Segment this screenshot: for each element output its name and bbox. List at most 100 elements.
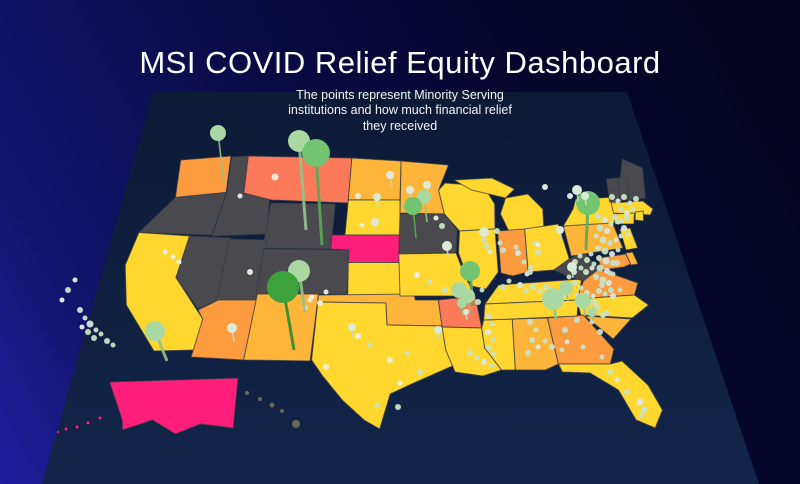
- msi-dot[interactable]: [604, 228, 610, 234]
- msi-dot[interactable]: [79, 324, 85, 330]
- msi-dot[interactable]: [595, 213, 601, 219]
- state-NM[interactable]: [243, 293, 319, 362]
- state-RI[interactable]: [634, 210, 645, 222]
- msi-dot[interactable]: [317, 300, 323, 306]
- msi-pin[interactable]: [442, 241, 452, 251]
- msi-dot[interactable]: [621, 194, 627, 200]
- msi-pin[interactable]: [373, 193, 381, 201]
- msi-dot[interactable]: [633, 196, 639, 202]
- msi-dot[interactable]: [599, 354, 605, 360]
- msi-dot[interactable]: [618, 233, 624, 239]
- msi-dot[interactable]: [574, 317, 580, 323]
- msi-dot[interactable]: [527, 269, 533, 275]
- msi-dot[interactable]: [521, 259, 527, 265]
- msi-dot[interactable]: [515, 250, 521, 256]
- msi-pin[interactable]: [463, 309, 469, 315]
- msi-dot[interactable]: [484, 243, 490, 249]
- msi-dot[interactable]: [621, 225, 627, 231]
- msi-dot[interactable]: [523, 288, 529, 294]
- msi-dot[interactable]: [636, 398, 644, 406]
- msi-dot[interactable]: [599, 236, 607, 244]
- msi-dot[interactable]: [564, 339, 570, 345]
- msi-dot[interactable]: [602, 291, 608, 297]
- msi-pin[interactable]: [567, 262, 577, 272]
- msi-dot[interactable]: [530, 284, 536, 290]
- msi-dot[interactable]: [596, 288, 602, 294]
- msi-dot[interactable]: [513, 244, 519, 250]
- state-IN[interactable]: [497, 228, 529, 277]
- msi-pin[interactable]: [348, 323, 356, 331]
- msi-dot[interactable]: [638, 413, 644, 419]
- msi-dot[interactable]: [485, 329, 491, 335]
- msi-pin[interactable]: [404, 197, 422, 215]
- msi-dot[interactable]: [589, 265, 595, 271]
- msi-dot[interactable]: [367, 342, 373, 348]
- msi-pin[interactable]: [423, 181, 431, 189]
- msi-pin[interactable]: [581, 192, 589, 200]
- msi-dot[interactable]: [474, 355, 480, 361]
- msi-dot[interactable]: [475, 299, 481, 305]
- msi-dot[interactable]: [500, 284, 506, 290]
- state-HI-island[interactable]: [258, 397, 262, 401]
- msi-pin[interactable]: [227, 323, 237, 333]
- msi-dot[interactable]: [608, 221, 614, 227]
- msi-dot[interactable]: [494, 228, 500, 234]
- msi-dot[interactable]: [59, 297, 65, 303]
- msi-dot[interactable]: [506, 278, 512, 284]
- msi-dot[interactable]: [617, 287, 623, 293]
- msi-dot[interactable]: [374, 402, 380, 408]
- msi-dot[interactable]: [618, 218, 624, 224]
- msi-dot[interactable]: [414, 272, 420, 278]
- state-DE[interactable]: [625, 251, 639, 266]
- msi-dot[interactable]: [609, 194, 615, 200]
- msi-pin[interactable]: [572, 185, 582, 195]
- msi-dot[interactable]: [489, 363, 495, 369]
- msi-dot[interactable]: [600, 312, 606, 318]
- msi-dot[interactable]: [535, 242, 541, 248]
- msi-dot[interactable]: [596, 224, 604, 232]
- msi-dot[interactable]: [624, 210, 630, 216]
- msi-dot[interactable]: [93, 327, 99, 333]
- state-HI-island[interactable]: [245, 391, 249, 395]
- msi-dot[interactable]: [404, 350, 410, 356]
- msi-dot[interactable]: [487, 249, 493, 255]
- msi-dot[interactable]: [578, 265, 584, 271]
- msi-dot[interactable]: [72, 277, 78, 283]
- msi-dot[interactable]: [549, 344, 555, 350]
- msi-dot[interactable]: [535, 344, 541, 350]
- msi-dot[interactable]: [98, 331, 104, 337]
- msi-pin[interactable]: [267, 271, 299, 303]
- msi-dot[interactable]: [533, 327, 539, 333]
- msi-pin[interactable]: [406, 186, 414, 194]
- msi-dot[interactable]: [613, 237, 619, 243]
- msi-dot[interactable]: [602, 217, 608, 223]
- msi-pin[interactable]: [302, 139, 330, 167]
- msi-dot[interactable]: [601, 247, 609, 255]
- msi-dot[interactable]: [584, 257, 590, 263]
- msi-dot[interactable]: [433, 215, 439, 221]
- msi-dot[interactable]: [588, 251, 594, 257]
- msi-pin[interactable]: [457, 298, 467, 308]
- msi-dot[interactable]: [627, 200, 633, 206]
- msi-dot[interactable]: [527, 319, 533, 325]
- msi-dot[interactable]: [427, 279, 433, 285]
- msi-dot[interactable]: [593, 274, 599, 280]
- msi-dot[interactable]: [567, 193, 573, 199]
- msi-dot[interactable]: [583, 269, 589, 275]
- msi-dot[interactable]: [577, 253, 583, 259]
- state-MI-UP[interactable]: [453, 177, 516, 199]
- msi-dot[interactable]: [610, 293, 616, 299]
- msi-dot[interactable]: [387, 357, 393, 363]
- msi-dot[interactable]: [559, 347, 565, 353]
- msi-dot[interactable]: [85, 329, 91, 335]
- state-SC[interactable]: [584, 315, 632, 340]
- state-AL[interactable]: [511, 317, 559, 371]
- msi-dot[interactable]: [572, 280, 578, 286]
- msi-dot[interactable]: [170, 254, 176, 260]
- msi-dot[interactable]: [597, 329, 603, 335]
- msi-dot[interactable]: [595, 245, 601, 251]
- msi-dot[interactable]: [580, 344, 586, 350]
- msi-dot[interactable]: [535, 249, 541, 255]
- msi-dot[interactable]: [359, 222, 365, 228]
- msi-pin[interactable]: [386, 171, 394, 179]
